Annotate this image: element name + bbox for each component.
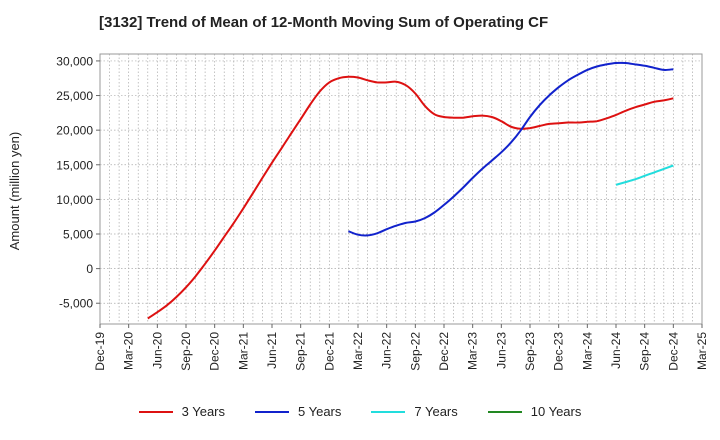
y-tick-label: 20,000 xyxy=(56,124,93,138)
x-tick-label: Jun-21 xyxy=(265,332,279,369)
legend-entry: 5 Years xyxy=(255,404,341,419)
x-tick-label: Sep-22 xyxy=(408,332,422,371)
x-tick-label: Sep-20 xyxy=(179,332,193,371)
series-line-3-years xyxy=(147,75,674,320)
x-tick-label: Mar-25 xyxy=(695,332,709,370)
x-axis-ticks: Dec-19 Mar-20 Jun-20 Sep-20 Dec-20 Mar-21 Jun-… xyxy=(93,324,709,371)
legend-swatch xyxy=(138,410,173,413)
series-lines xyxy=(147,61,674,320)
y-tick-label: -5,000 xyxy=(59,297,93,311)
x-tick-label: Jun-20 xyxy=(150,332,164,369)
legend-entry: 10 Years xyxy=(487,404,582,419)
legend: 3 Years 5 Years 7 Years 10 Years xyxy=(0,404,720,419)
x-tick-label: Jun-24 xyxy=(609,332,623,369)
x-tick-label: Sep-24 xyxy=(638,332,652,371)
y-tick-label: 25,000 xyxy=(56,89,93,103)
x-tick-label: Sep-23 xyxy=(523,332,537,371)
y-axis-ticks: 30,000 25,000 20,000 15,000 10,000 5,000 0 -5,0… xyxy=(56,54,100,311)
x-tick-label: Mar-22 xyxy=(351,332,365,370)
legend-swatch xyxy=(371,410,406,413)
x-tick-label: Jun-22 xyxy=(380,332,394,369)
x-tick-label: Dec-22 xyxy=(437,332,451,371)
series-line-5-years xyxy=(348,61,674,237)
x-tick-label: Dec-21 xyxy=(322,332,336,371)
legend-entry: 3 Years xyxy=(138,404,225,419)
x-tick-label: Mar-20 xyxy=(122,332,136,370)
gridlines xyxy=(100,54,702,324)
x-tick-label: Mar-23 xyxy=(466,332,480,370)
x-tick-label: Mar-21 xyxy=(236,332,250,370)
y-tick-label: 5,000 xyxy=(63,228,93,242)
x-tick-label: Jun-23 xyxy=(494,332,508,369)
x-tick-label: Sep-21 xyxy=(294,332,308,371)
y-tick-label: 10,000 xyxy=(56,193,93,207)
y-tick-label: 15,000 xyxy=(56,158,93,172)
legend-swatch xyxy=(255,410,289,413)
legend-label: 3 Years xyxy=(181,404,225,419)
series-line-7-years xyxy=(615,164,674,186)
x-tick-label: Mar-24 xyxy=(580,332,594,370)
x-tick-label: Dec-24 xyxy=(666,332,680,371)
legend-label: 7 Years xyxy=(414,404,458,419)
y-tick-label: 30,000 xyxy=(56,54,93,68)
y-tick-label: 0 xyxy=(86,262,93,276)
legend-swatch xyxy=(487,410,522,413)
legend-entry: 7 Years xyxy=(371,404,458,419)
x-tick-label: Dec-19 xyxy=(93,332,107,371)
x-tick-label: Dec-20 xyxy=(208,332,222,371)
y-axis-label: Amount (million yen) xyxy=(7,132,22,251)
x-tick-label: Dec-23 xyxy=(552,332,566,371)
chart-title: [3132] Trend of Mean of 12-Month Moving … xyxy=(99,14,549,31)
legend-label: 5 Years xyxy=(298,404,342,419)
legend-label: 10 Years xyxy=(530,404,582,419)
plot-frame xyxy=(99,53,703,325)
